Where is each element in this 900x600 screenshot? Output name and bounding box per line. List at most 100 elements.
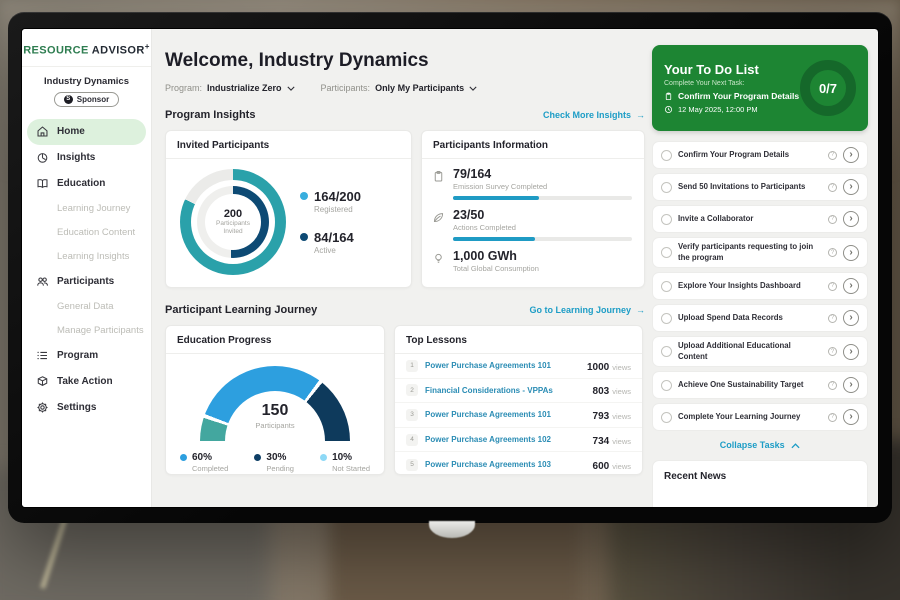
sidebar-item-insights[interactable]: Insights <box>22 145 151 171</box>
sidebar-item-settings[interactable]: Settings <box>22 395 151 421</box>
collapse-tasks-link[interactable]: Collapse Tasks <box>652 440 868 450</box>
legend-bullet <box>180 454 187 461</box>
stat-global-consumption: 1,000 GWh Total Global Consumption <box>432 249 632 273</box>
education-legend: 60% Completed 30% Pending <box>166 444 384 473</box>
program-dropdown[interactable]: Program: Industrialize Zero <box>165 83 295 93</box>
sidebar-item-program[interactable]: Program <box>22 343 151 369</box>
lesson-link[interactable]: Power Purchase Agreements 103 <box>425 460 551 470</box>
chevron-right-icon[interactable]: › <box>843 211 859 227</box>
program-icon <box>37 351 47 360</box>
lesson-link[interactable]: Power Purchase Agreements 102 <box>425 435 551 445</box>
lesson-link[interactable]: Power Purchase Agreements 101 <box>425 361 551 371</box>
logo-plus: + <box>144 42 150 51</box>
checkbox-circle[interactable] <box>661 379 672 391</box>
todo-header: Your To Do List Complete Your Next Task:… <box>652 45 868 131</box>
pending-label: Pending <box>266 464 294 473</box>
todo-item[interactable]: Complete Your Learning Journey ? › <box>652 403 868 432</box>
lesson-link[interactable]: Power Purchase Agreements 101 <box>425 410 551 420</box>
chevron-right-icon[interactable]: › <box>843 409 859 426</box>
checkbox-circle[interactable] <box>661 280 672 292</box>
todo-item[interactable]: Upload Spend Data Records ? › <box>652 304 868 333</box>
sidebar-item-learning-journey[interactable]: Learning Journey <box>57 203 131 215</box>
todo-item[interactable]: Send 50 Invitations to Participants ? › <box>652 173 868 201</box>
todo-item[interactable]: Verify participants requesting to join t… <box>652 237 868 269</box>
checkbox-circle[interactable] <box>661 247 672 259</box>
chevron-right-icon[interactable]: › <box>843 244 859 261</box>
lesson-row[interactable]: 1 Power Purchase Agreements 101 1000 view… <box>395 354 642 379</box>
chevron-up-icon <box>791 442 800 448</box>
todo-item[interactable]: Confirm Your Program Details ? › <box>652 141 868 169</box>
lesson-link[interactable]: Financial Considerations - VPPAs <box>425 385 553 395</box>
todo-due-date-label: 12 May 2025, 12:00 PM <box>678 105 758 114</box>
todo-due-date: 12 May 2025, 12:00 PM <box>664 105 800 114</box>
sidebar-item-general-data[interactable]: General Data <box>57 301 114 313</box>
chevron-right-icon[interactable]: › <box>843 278 859 295</box>
chevron-right-icon[interactable]: › <box>843 310 859 327</box>
sidebar: RESOURCE ADVISOR+ Industry Dynamics S Sp… <box>22 29 152 507</box>
active-label: Active <box>314 246 336 255</box>
legend-bullet <box>300 233 308 241</box>
chevron-right-icon[interactable]: › <box>843 179 859 195</box>
checkbox-circle[interactable] <box>661 346 672 358</box>
checkbox-circle[interactable] <box>661 181 672 193</box>
help-icon[interactable]: ? <box>828 380 837 390</box>
checkbox-circle[interactable] <box>661 411 672 423</box>
invited-donut-ring-inner: 200 Participants Invited <box>197 186 269 258</box>
sidebar-item-education-content[interactable]: Education Content <box>57 227 136 239</box>
checkbox-circle[interactable] <box>661 149 672 161</box>
help-icon[interactable]: ? <box>828 214 837 224</box>
help-icon[interactable]: ? <box>828 248 837 258</box>
todo-item[interactable]: Invite a Collaborator ? › <box>652 205 868 233</box>
emission-survey-progress-fill <box>453 196 539 200</box>
todo-item[interactable]: Achieve One Sustainability Target ? › <box>652 371 868 400</box>
lesson-row[interactable]: 3 Power Purchase Agreements 101 793 views <box>395 403 642 428</box>
actions-completed-value: 23/50 <box>453 208 485 222</box>
todo-progress-ring: 0/7 <box>800 60 856 116</box>
checkbox-circle[interactable] <box>661 312 672 324</box>
actions-completed-progress-fill <box>453 237 536 241</box>
todo-item-label: Invite a Collaborator <box>678 213 754 223</box>
lesson-rank: 5 <box>406 458 418 471</box>
sidebar-item-home[interactable]: Home <box>27 118 146 145</box>
check-more-insights-link[interactable]: Check More Insights → <box>543 110 645 120</box>
todo-item[interactable]: Explore Your Insights Dashboard ? › <box>652 272 868 301</box>
program-insights-header: Program Insights Check More Insights → <box>165 109 645 121</box>
chevron-right-icon[interactable]: › <box>843 147 859 163</box>
program-filter-value: Industrialize Zero <box>207 83 282 93</box>
help-icon[interactable]: ? <box>828 281 837 291</box>
help-icon[interactable]: ? <box>828 182 837 192</box>
go-to-learning-journey-link[interactable]: Go to Learning Journey → <box>529 305 645 315</box>
check-more-insights-label: Check More Insights <box>542 110 631 120</box>
global-consumption-label: Total Global Consumption <box>453 264 539 273</box>
sidebar-item-take-action[interactable]: Take Action <box>22 369 151 395</box>
todo-progress-value: 0/7 <box>818 80 838 96</box>
todo-subtitle: Complete Your Next Task: <box>664 80 745 87</box>
sidebar-item-manage-participants[interactable]: Manage Participants <box>57 325 144 337</box>
help-icon[interactable]: ? <box>828 347 837 357</box>
clipboard-icon <box>434 170 443 182</box>
participants-information-card: Participants Information 79/164 Emission… <box>421 130 645 288</box>
recent-news-heading: Recent News <box>664 471 727 483</box>
lesson-views: 803 <box>592 386 610 398</box>
todo-item-label: Achieve One Sustainability Target <box>678 379 804 389</box>
education-gauge: 150 Participants <box>200 366 350 444</box>
invited-donut-center: 200 Participants Invited <box>205 194 261 250</box>
chevron-right-icon[interactable]: › <box>843 343 859 360</box>
help-icon[interactable]: ? <box>828 150 837 160</box>
invited-donut-ring-outer: 200 Participants Invited <box>180 169 286 275</box>
lesson-row[interactable]: 2 Financial Considerations - VPPAs 803 vi… <box>395 379 642 404</box>
lesson-row[interactable]: 5 Power Purchase Agreements 103 600 views <box>395 452 642 477</box>
checkbox-circle[interactable] <box>661 213 672 225</box>
lesson-row[interactable]: 4 Power Purchase Agreements 102 734 views <box>395 428 642 453</box>
todo-item[interactable]: Upload Additional Educational Content ? … <box>652 336 868 368</box>
help-icon[interactable]: ? <box>828 313 837 323</box>
chevron-right-icon[interactable]: › <box>843 377 859 394</box>
sidebar-item-learning-insights[interactable]: Learning Insights <box>57 251 130 263</box>
sidebar-item-education[interactable]: Education <box>22 171 151 197</box>
help-icon[interactable]: ? <box>828 412 837 422</box>
participants-dropdown[interactable]: Participants: Only My Participants <box>321 83 478 93</box>
sidebar-item-participants[interactable]: Participants <box>22 269 151 295</box>
education-gauge-center: 150 Participants <box>200 402 350 430</box>
lesson-rank: 2 <box>406 384 418 397</box>
program-filter-label: Program: <box>165 83 203 93</box>
